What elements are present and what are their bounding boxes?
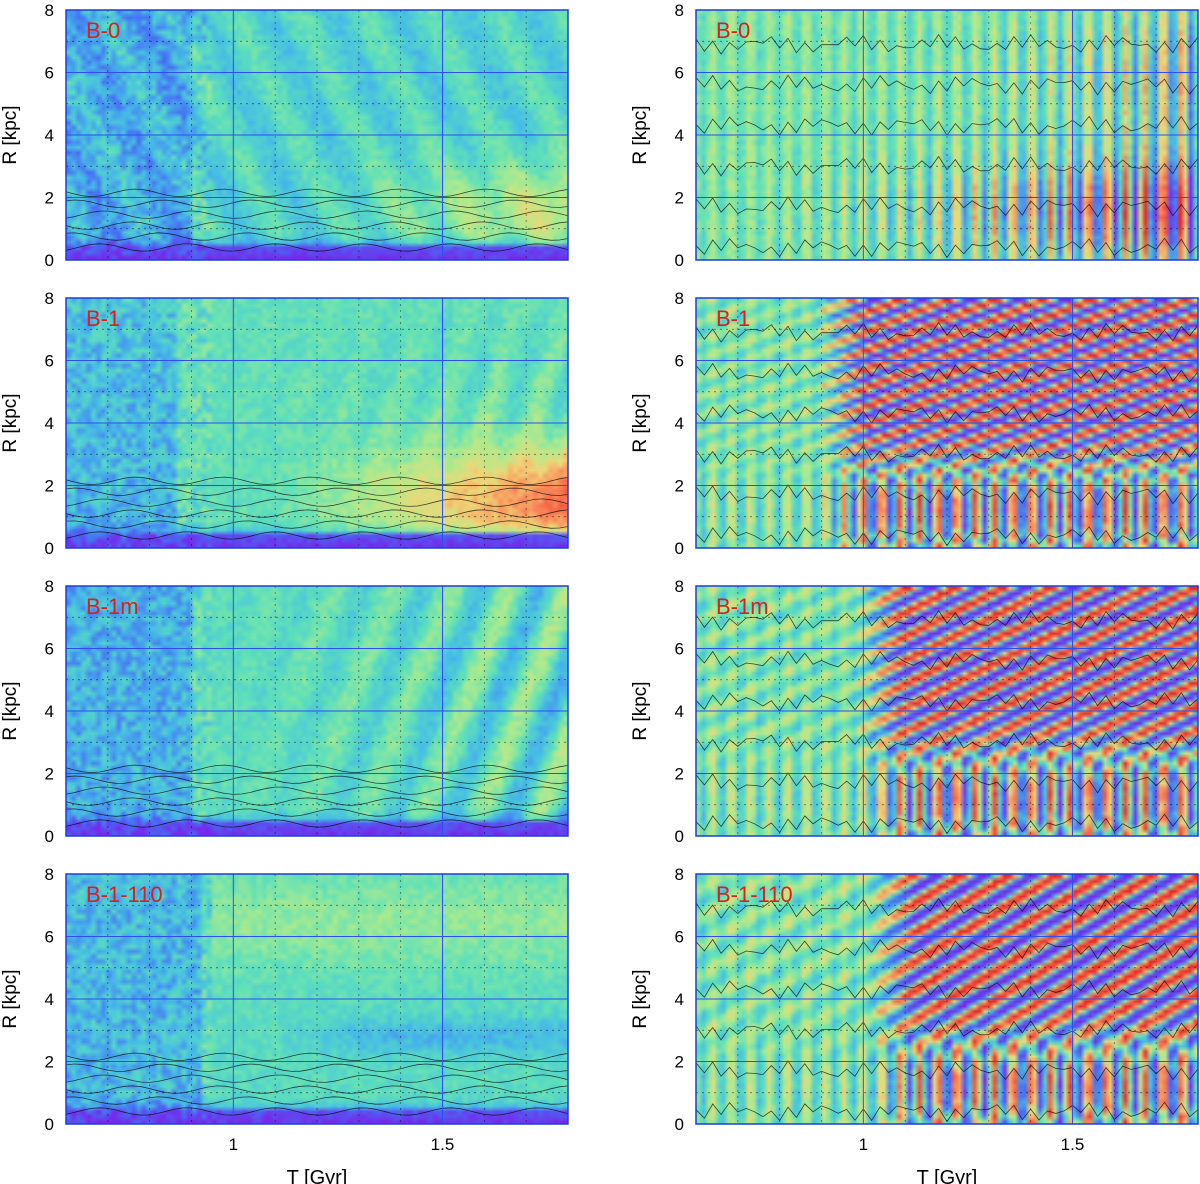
panel-frame [65, 297, 569, 549]
y-axis-label: R [kpc] [0, 105, 21, 164]
panel-label: B-0 [86, 18, 120, 43]
y-tick-label: 0 [675, 539, 684, 558]
y-tick-label: 8 [675, 1, 684, 20]
y-tick-label: 8 [675, 289, 684, 308]
y-tick-label: 2 [45, 189, 54, 208]
y-tick-label: 8 [45, 1, 54, 20]
y-axis-label: R [kpc] [630, 105, 651, 164]
y-tick-label: 4 [45, 702, 54, 721]
x-axis-label: T [Gyr] [287, 1167, 348, 1184]
panel-B-1m-right: 0 2 4 6 8 R [kpc] B-1m [630, 577, 1199, 846]
y-tick-label: 4 [45, 414, 54, 433]
panel-B-1-left: 0 2 4 6 8 R [kpc] B-1 [0, 289, 569, 558]
y-tick-label: 6 [675, 640, 684, 659]
panel-frame [65, 873, 569, 1125]
y-tick-label: 2 [45, 477, 54, 496]
x-tick-label: 1 [859, 1135, 868, 1154]
panel-B-0-left: 0 2 4 6 8 R [kpc] B-0 [0, 1, 569, 270]
y-tick-label: 2 [675, 477, 684, 496]
contour-line [65, 498, 569, 507]
panel-frame [695, 9, 1199, 261]
contour-line [65, 210, 569, 219]
y-tick-label: 6 [45, 928, 54, 947]
y-tick-label: 2 [675, 765, 684, 784]
y-tick-label: 4 [675, 702, 684, 721]
y-axis-label: R [kpc] [0, 393, 21, 452]
y-tick-label: 0 [45, 539, 54, 558]
y-tick-label: 2 [675, 189, 684, 208]
y-tick-label: 4 [675, 414, 684, 433]
panel-frame [65, 585, 569, 837]
y-tick-label: 2 [45, 765, 54, 784]
panel-label: B-1 [716, 306, 750, 331]
panel-B-0-right: 0 2 4 6 8 R [kpc] B-0 [630, 1, 1199, 270]
panel-B-1-110-right: 0 2 4 6 8 R [kpc] 1 1.5 T [Gyr] B-1-110 [630, 865, 1199, 1184]
y-tick-label: 0 [45, 1115, 54, 1134]
y-tick-label: 8 [45, 865, 54, 884]
y-tick-label: 4 [675, 990, 684, 1009]
y-axis-label: R [kpc] [0, 969, 21, 1028]
panel-label: B-0 [716, 18, 750, 43]
panel-label: B-1m [86, 594, 139, 619]
y-axis-label: R [kpc] [630, 393, 651, 452]
y-tick-label: 4 [675, 126, 684, 145]
y-tick-label: 2 [675, 1053, 684, 1072]
y-tick-label: 8 [675, 577, 684, 596]
y-tick-label: 6 [45, 640, 54, 659]
y-axis-label: R [kpc] [630, 969, 651, 1028]
panel-label: B-1m [716, 594, 769, 619]
panel-frame [695, 873, 1199, 1125]
y-tick-label: 0 [45, 827, 54, 846]
panel-label: B-1-110 [716, 882, 793, 907]
y-tick-label: 8 [675, 865, 684, 884]
panel-frame [65, 9, 569, 261]
contour-line [65, 1074, 569, 1083]
x-axis-label: T [Gyr] [917, 1167, 978, 1184]
y-tick-label: 4 [45, 990, 54, 1009]
y-tick-label: 0 [675, 251, 684, 270]
panel-B-1m-left: 0 2 4 6 8 R [kpc] B-1m [0, 577, 569, 846]
x-tick-label: 1.5 [431, 1135, 455, 1154]
panel-B-1-110-left: 0 2 4 6 8 R [kpc] 1 1.5 T [Gyr] B-1-110 [0, 865, 569, 1184]
x-tick-label: 1 [229, 1135, 238, 1154]
y-tick-label: 6 [675, 352, 684, 371]
panel-frame [695, 585, 1199, 837]
panel-label: B-1 [86, 306, 120, 331]
contour-line [65, 786, 569, 795]
y-tick-label: 0 [675, 827, 684, 846]
y-tick-label: 0 [675, 1115, 684, 1134]
y-tick-label: 6 [675, 928, 684, 947]
panel-label: B-1-110 [86, 882, 163, 907]
y-tick-label: 0 [45, 251, 54, 270]
y-tick-label: 2 [45, 1053, 54, 1072]
panel-frame [695, 297, 1199, 549]
panel-B-1-right: 0 2 4 6 8 R [kpc] B-1 [630, 289, 1199, 558]
y-tick-label: 8 [45, 289, 54, 308]
y-tick-label: 6 [675, 64, 684, 83]
y-tick-label: 8 [45, 577, 54, 596]
x-tick-label: 1.5 [1061, 1135, 1085, 1154]
y-tick-label: 6 [45, 64, 54, 83]
y-tick-label: 6 [45, 352, 54, 371]
y-tick-label: 4 [45, 126, 54, 145]
y-axis-label: R [kpc] [0, 681, 21, 740]
y-axis-label: R [kpc] [630, 681, 651, 740]
